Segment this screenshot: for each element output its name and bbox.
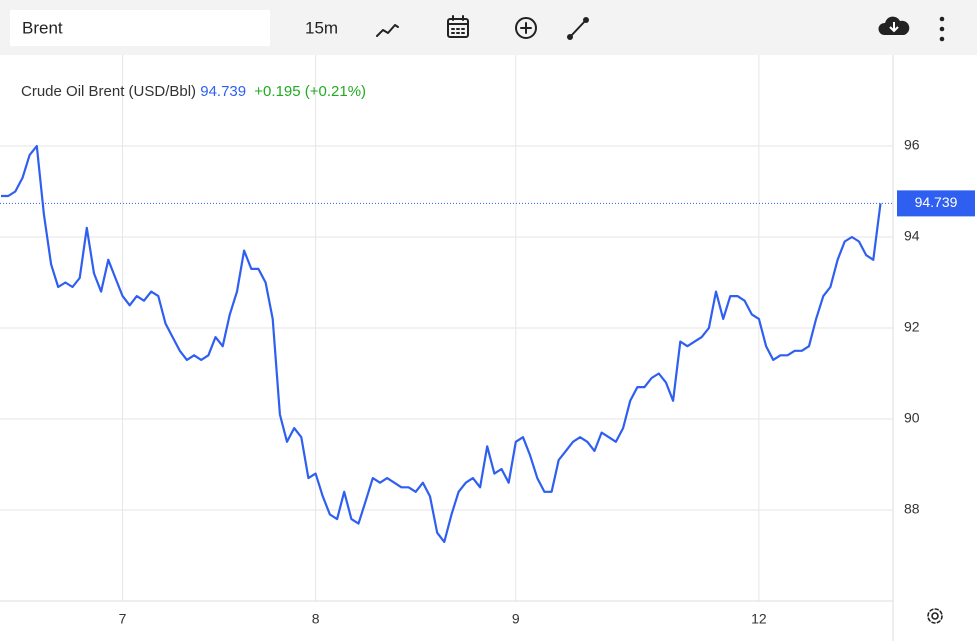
draw-line-icon[interactable] xyxy=(567,17,589,40)
chart-header: Crude Oil Brent (USD/Bbl) 94.739 +0.195 … xyxy=(21,83,366,100)
y-tick-label: 90 xyxy=(904,410,920,426)
search-box[interactable] xyxy=(10,10,270,46)
x-tick-label: 9 xyxy=(512,611,520,627)
x-tick-label: 7 xyxy=(119,611,127,627)
add-indicator-icon[interactable] xyxy=(515,17,537,39)
grid xyxy=(0,55,893,601)
search-text[interactable]: Brent xyxy=(22,18,63,37)
interval-button[interactable]: 15m xyxy=(305,18,338,37)
chart-type-icon[interactable] xyxy=(376,24,399,37)
y-tick-label: 94 xyxy=(904,228,920,244)
last-price-box xyxy=(897,190,975,217)
price-line xyxy=(1,144,882,543)
price-change: +0.195 (+0.21%) xyxy=(254,83,366,100)
download-icon[interactable] xyxy=(878,16,910,35)
y-tick-label: 88 xyxy=(904,501,920,517)
x-tick-label: 12 xyxy=(751,611,767,627)
chart-title: Crude Oil Brent (USD/Bbl) xyxy=(21,83,196,100)
calendar-icon[interactable] xyxy=(447,15,469,38)
x-tick-label: 8 xyxy=(312,611,320,627)
menu-icon[interactable] xyxy=(939,16,945,42)
y-tick-label: 96 xyxy=(904,137,920,153)
last-price: 94.739 xyxy=(200,83,246,100)
y-tick-label: 92 xyxy=(904,319,920,335)
settings-icon[interactable] xyxy=(927,608,943,624)
last-price-label: 94.739 xyxy=(915,194,958,210)
